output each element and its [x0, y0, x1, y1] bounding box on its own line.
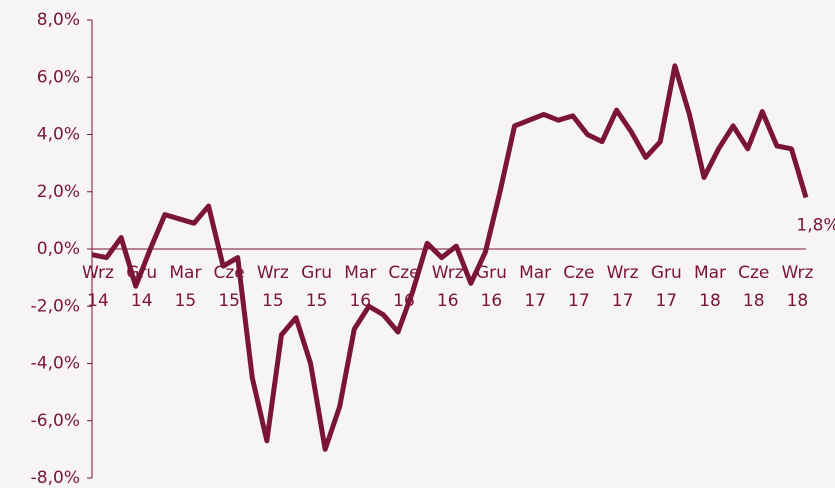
y-tick-label: -6,0% [31, 411, 80, 431]
y-tick-label: 4,0% [37, 125, 80, 145]
y-tick-label: -8,0% [31, 468, 80, 488]
y-tick-label: 0,0% [37, 239, 80, 259]
y-tick-label: 2,0% [37, 182, 80, 202]
y-tick-label: -4,0% [31, 354, 80, 374]
line [92, 66, 806, 450]
data-label: 1,8% [796, 215, 835, 235]
y-tick-label: 6,0% [37, 67, 80, 87]
chart: -8,0% -6,0% -4,0% -2,0% 0,0% 2,0% 4,0% 6,0% 8,0%… [0, 0, 835, 488]
y-tick-label: -2,0% [31, 296, 80, 316]
y-tick-label: 8,0% [37, 10, 80, 30]
